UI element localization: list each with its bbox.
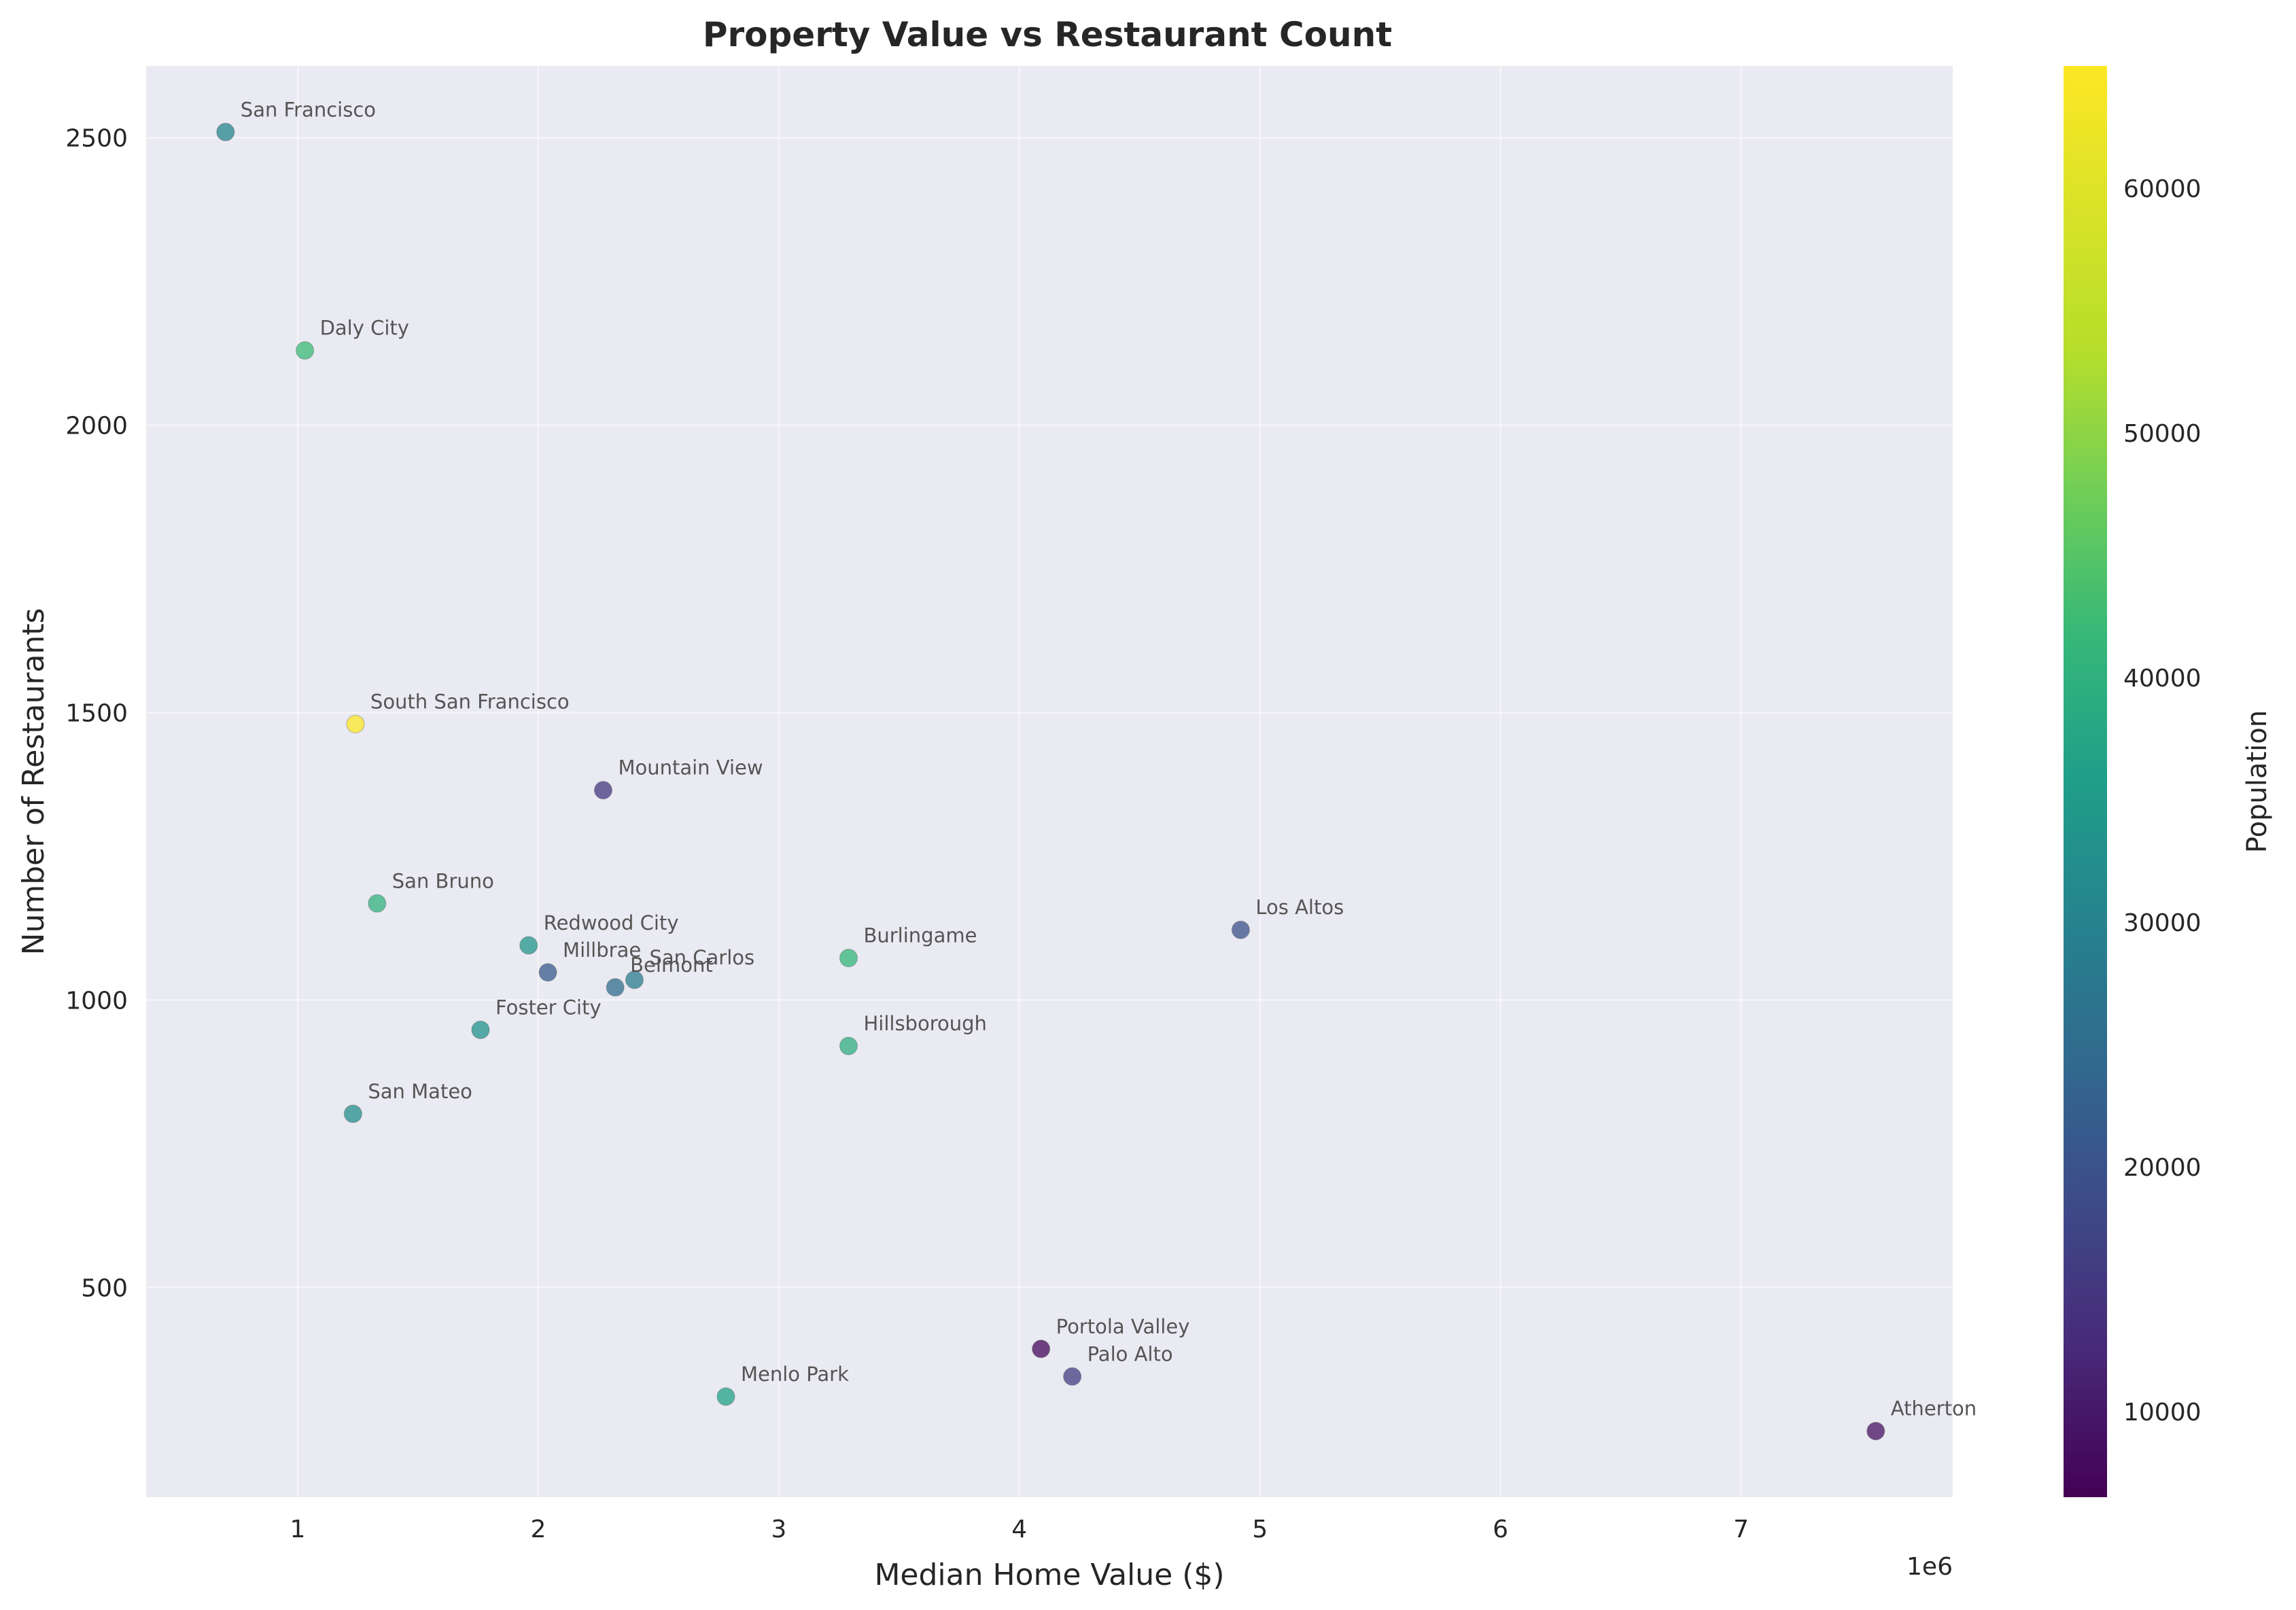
y-tick-label: 2500: [65, 125, 128, 153]
colorbar-tick-label: 30000: [2123, 909, 2202, 937]
point-label: Mountain View: [618, 756, 763, 780]
point-label: San Francisco: [241, 98, 376, 121]
point-label: Atherton: [1891, 1397, 1977, 1420]
colorbar-label: Population: [2242, 710, 2273, 853]
data-points: [216, 122, 1885, 1441]
plot-area: [146, 66, 1953, 1497]
point-label: Redwood City: [544, 911, 679, 934]
y-tick-label: 1000: [65, 987, 128, 1015]
data-point: [593, 781, 613, 800]
point-label: Los Altos: [1255, 896, 1344, 919]
point-label: Daly City: [320, 317, 409, 340]
y-axis-label: Number of Restaurants: [16, 608, 51, 956]
data-point: [538, 963, 557, 982]
point-label: San Mateo: [368, 1080, 472, 1103]
point-label: San Carlos: [649, 946, 754, 969]
data-point: [346, 714, 365, 734]
x-axis-offset-label: 1e6: [1907, 1553, 1953, 1581]
data-point: [1032, 1340, 1051, 1359]
x-tick-label: 3: [771, 1516, 786, 1543]
x-tick-label: 7: [1733, 1516, 1749, 1543]
data-point: [716, 1387, 735, 1406]
data-point: [471, 1020, 490, 1039]
data-point: [1063, 1367, 1082, 1386]
point-label: Belmont: [630, 953, 713, 977]
y-axis-ticks: 500 1000 1500 2000 2500: [65, 125, 128, 1303]
colorbar-tick-label: 60000: [2123, 175, 2202, 203]
x-tick-label: 1: [290, 1516, 306, 1543]
data-point: [216, 122, 235, 141]
colorbar-ticks: 10000 20000 30000 40000 50000 60000: [2123, 175, 2202, 1427]
point-label: Hillsborough: [863, 1012, 986, 1035]
y-tick-label: 1500: [65, 700, 128, 728]
x-axis-ticks: 1 2 3 4 5 6 7: [290, 1516, 1749, 1543]
y-tick-label: 2000: [65, 413, 128, 440]
colorbar-tick-label: 40000: [2123, 665, 2202, 693]
x-axis-label: Median Home Value ($): [874, 1558, 1224, 1592]
point-label: South San Francisco: [370, 690, 570, 713]
data-point: [839, 949, 858, 968]
colorbar-tick-label: 50000: [2123, 420, 2202, 448]
point-label: Foster City: [495, 996, 602, 1019]
data-point: [1866, 1422, 1885, 1441]
data-point: [368, 894, 387, 913]
y-tick-label: 500: [81, 1274, 128, 1302]
x-tick-label: 2: [530, 1516, 546, 1543]
point-label: San Bruno: [392, 869, 494, 892]
data-point: [625, 970, 644, 990]
x-tick-label: 5: [1252, 1516, 1268, 1543]
data-point: [606, 978, 625, 997]
colorbar-tick-label: 10000: [2123, 1399, 2202, 1427]
grid-lines: [146, 66, 1953, 1497]
data-point: [839, 1036, 858, 1055]
point-label: Portola Valley: [1056, 1315, 1190, 1338]
colorbar-tick-label: 20000: [2123, 1154, 2202, 1182]
x-tick-label: 6: [1493, 1516, 1508, 1543]
data-point: [343, 1104, 362, 1123]
point-label: Burlingame: [863, 924, 977, 947]
chart-title: Property Value vs Restaurant Count: [703, 15, 1392, 54]
colorbar: [2064, 66, 2107, 1497]
point-labels: San Francisco Daly City South San Francisc…: [241, 98, 1977, 1420]
data-point: [519, 936, 538, 955]
data-point: [295, 341, 315, 360]
point-label: Palo Alto: [1088, 1342, 1173, 1365]
x-tick-label: 4: [1011, 1516, 1027, 1543]
point-label: Menlo Park: [741, 1363, 849, 1386]
data-point: [1231, 920, 1250, 939]
point-label: Millbrae: [563, 939, 641, 962]
